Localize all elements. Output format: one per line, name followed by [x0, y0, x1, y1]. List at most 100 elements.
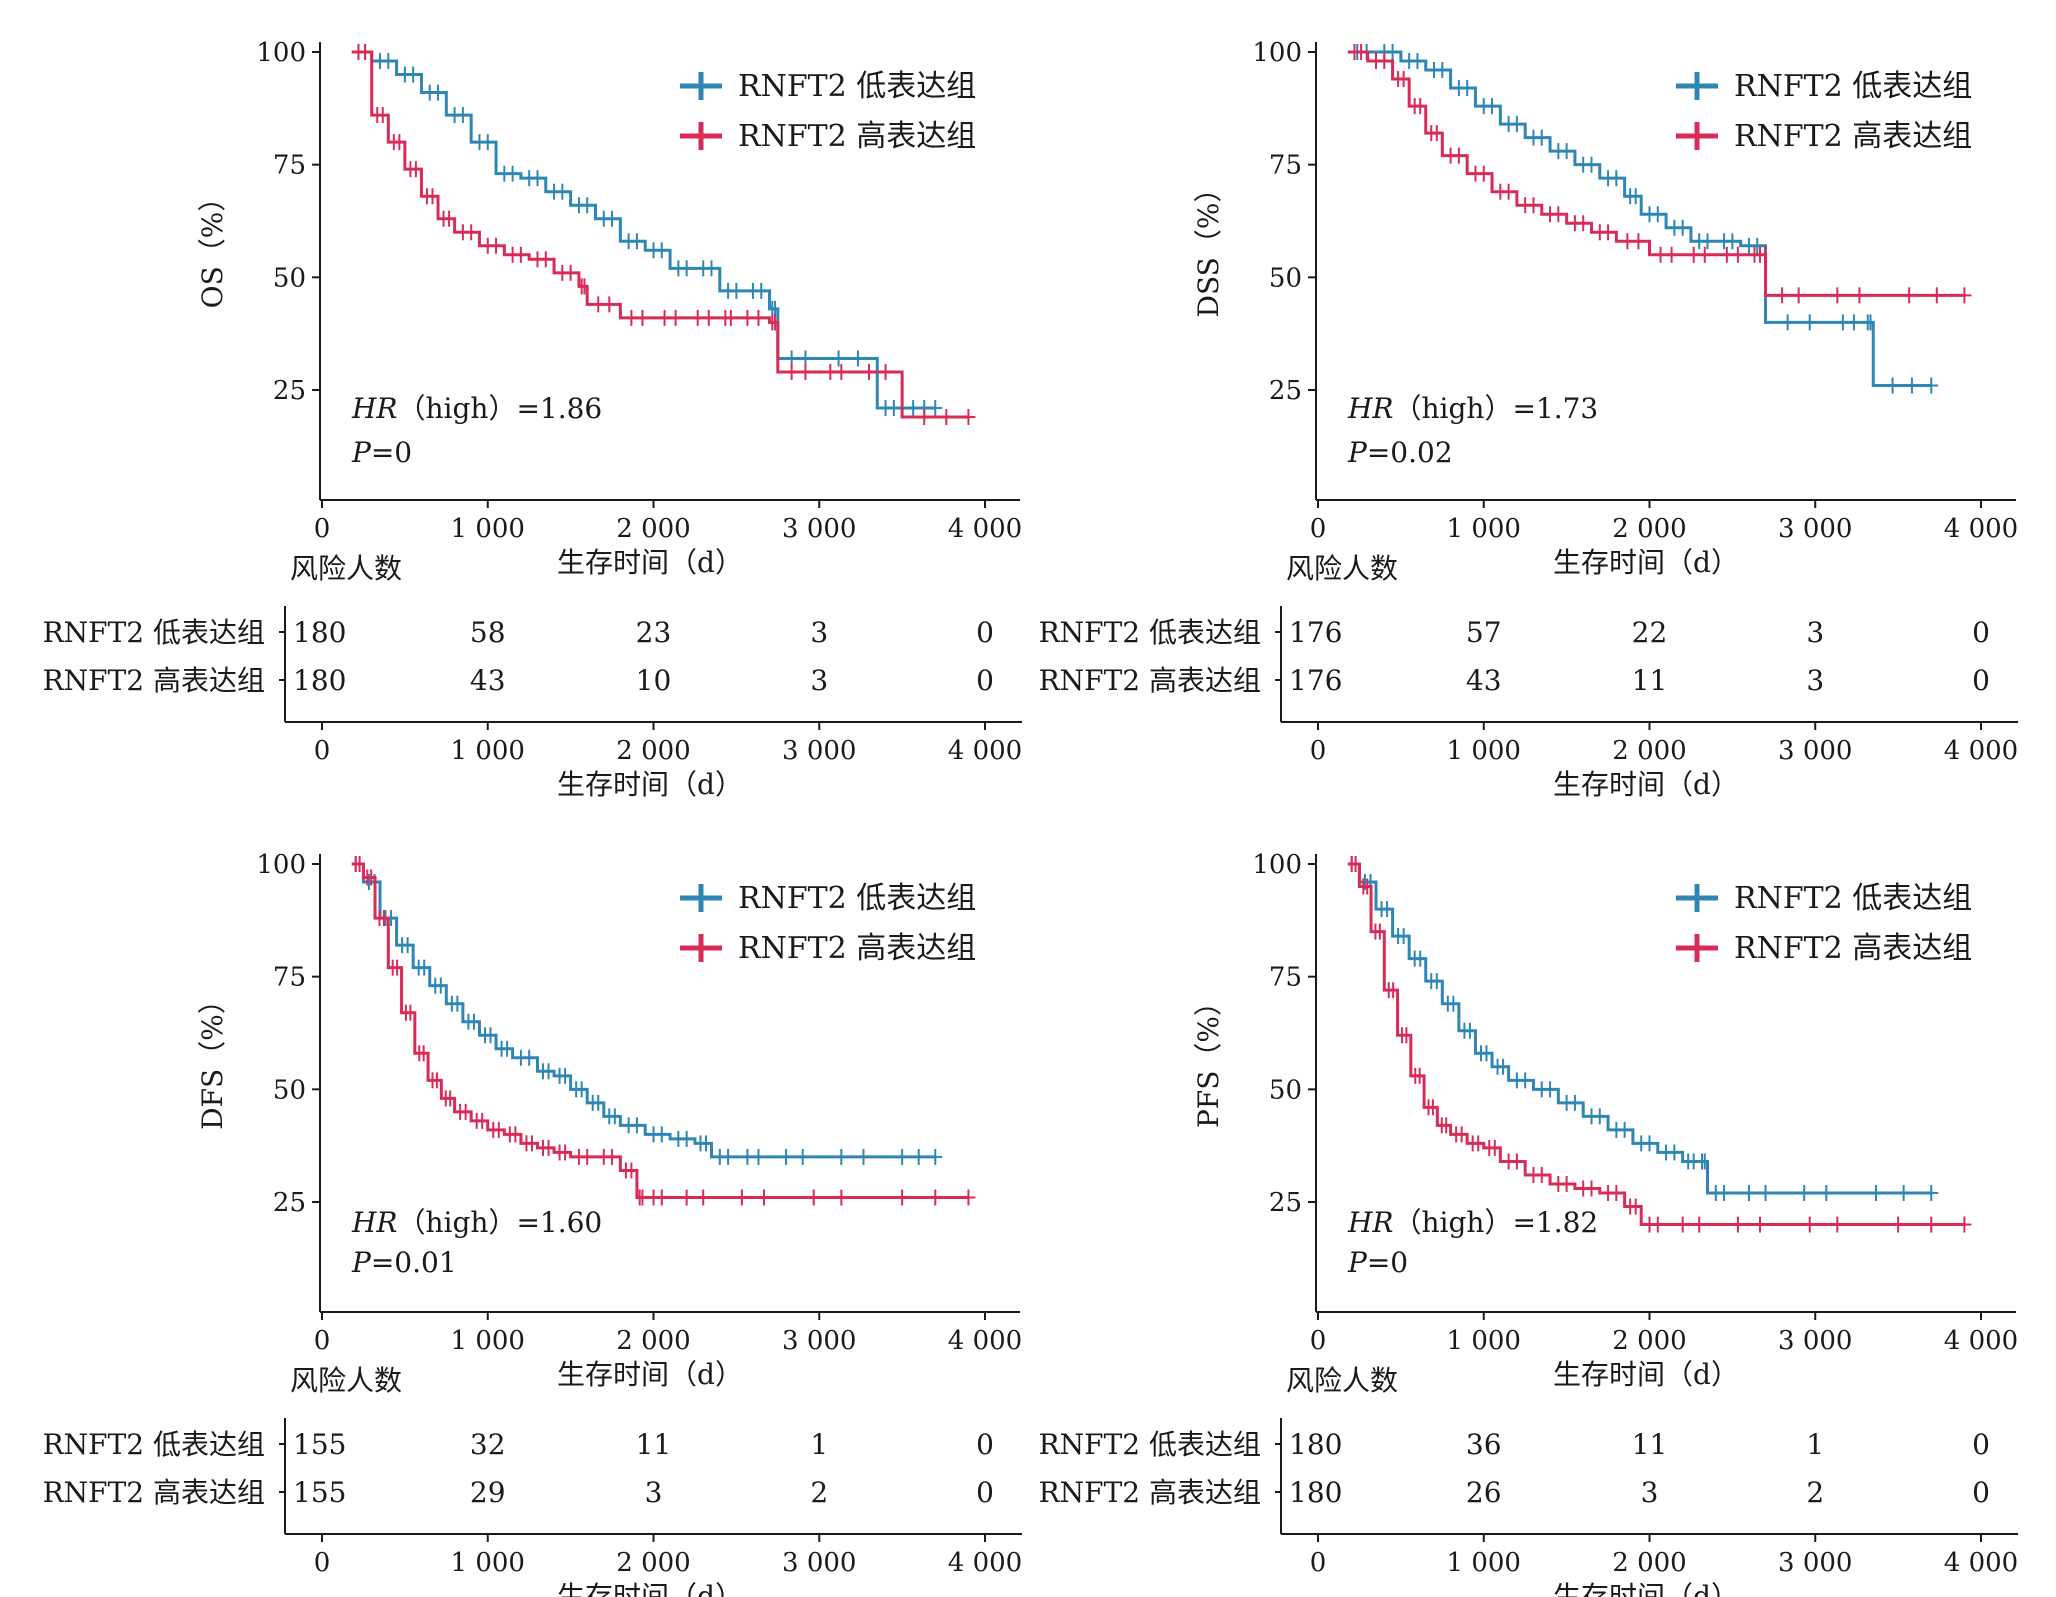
p-symbol: P: [1347, 436, 1368, 469]
x-tick-label: 4 000: [948, 514, 1022, 544]
risk-count-high: 180: [293, 664, 346, 697]
hr-annotation: HR（high）=1.82: [1347, 1206, 1598, 1239]
risk-count-high: 180: [1289, 1476, 1342, 1509]
survival-curve-high: [1347, 862, 1965, 1227]
risk-x-tick-label: 2 000: [1612, 1548, 1686, 1578]
risk-count-high: 3: [1641, 1476, 1659, 1509]
legend-label-high: RNFT2 高表达组: [738, 931, 976, 966]
y-tick-label: 25: [273, 376, 306, 406]
y-tick-label: 25: [1269, 376, 1302, 406]
hr-value: （high）=1.73: [1394, 392, 1599, 425]
y-tick-label: 50: [1269, 263, 1302, 293]
risk-x-tick-label: 1 000: [451, 1548, 525, 1578]
risk-x-tick-label: 2 000: [616, 736, 690, 766]
risk-count-low: 22: [1632, 616, 1668, 649]
survival-curve-low: [1347, 862, 1932, 1195]
x-tick-label: 0: [1310, 514, 1327, 544]
x-axis-title: 生存时间（d）: [557, 546, 743, 579]
risk-x-tick-label: 0: [314, 736, 331, 766]
x-tick-label: 1 000: [451, 1326, 525, 1356]
risk-count-high: 3: [645, 1476, 663, 1509]
risk-count-high: 3: [1806, 664, 1824, 697]
hr-value: （high）=1.86: [398, 392, 603, 425]
x-tick-label: 2 000: [616, 514, 690, 544]
p-symbol: P: [351, 1246, 372, 1279]
y-axis-title: DFS（%）: [196, 986, 229, 1130]
x-tick-label: 4 000: [1944, 1326, 2018, 1356]
risk-count-low: 11: [1632, 1428, 1668, 1461]
risk-table-title: 风险人数: [1286, 552, 1398, 585]
risk-count-low: 0: [1972, 1428, 1990, 1461]
hr-annotation: HR（high）=1.60: [351, 1206, 602, 1239]
risk-count-low: 180: [293, 616, 346, 649]
x-tick-label: 3 000: [1778, 1326, 1852, 1356]
risk-count-high: 43: [1466, 664, 1502, 697]
risk-count-high: 11: [1632, 664, 1668, 697]
survival-curve-low: [351, 862, 936, 1159]
risk-count-high: 29: [470, 1476, 506, 1509]
risk-count-high: 2: [1806, 1476, 1824, 1509]
y-tick-label: 50: [1269, 1075, 1302, 1105]
risk-x-tick-label: 1 000: [1447, 1548, 1521, 1578]
risk-table-title: 风险人数: [1286, 1364, 1398, 1397]
risk-count-low: 3: [1806, 616, 1824, 649]
hr-annotation: HR（high）=1.73: [1347, 392, 1598, 425]
risk-x-tick-label: 3 000: [782, 1548, 856, 1578]
p-annotation: P=0: [351, 436, 412, 469]
risk-row-label-low: RNFT2 低表达组: [1039, 1428, 1261, 1461]
risk-x-tick-label: 3 000: [1778, 1548, 1852, 1578]
y-tick-label: 50: [273, 1075, 306, 1105]
legend-label-high: RNFT2 高表达组: [1734, 931, 1972, 966]
p-annotation: P=0.01: [351, 1246, 457, 1279]
x-tick-label: 4 000: [948, 1326, 1022, 1356]
risk-x-axis-title: 生存时间（d）: [1553, 768, 1739, 801]
risk-count-low: 176: [1289, 616, 1342, 649]
legend-label-low: RNFT2 低表达组: [738, 69, 976, 104]
hr-value: （high）=1.82: [1394, 1206, 1599, 1239]
risk-count-high: 0: [976, 664, 994, 697]
risk-x-tick-label: 4 000: [1944, 736, 2018, 766]
risk-row-label-high: RNFT2 高表达组: [1039, 1476, 1261, 1509]
x-axis-title: 生存时间（d）: [1553, 546, 1739, 579]
risk-count-high: 3: [810, 664, 828, 697]
x-tick-label: 0: [314, 514, 331, 544]
p-annotation: P=0.02: [1347, 436, 1453, 469]
p-symbol: P: [351, 436, 372, 469]
risk-count-low: 23: [636, 616, 672, 649]
risk-x-tick-label: 0: [1310, 736, 1327, 766]
y-axis-title: DSS（%）: [1192, 175, 1225, 318]
risk-count-high: 26: [1466, 1476, 1502, 1509]
risk-x-tick-label: 0: [1310, 1548, 1327, 1578]
risk-count-high: 0: [1972, 1476, 1990, 1509]
risk-count-low: 36: [1466, 1428, 1502, 1461]
y-tick-label: 75: [273, 151, 306, 181]
hr-symbol: HR: [1347, 1206, 1394, 1239]
risk-x-axis-title: 生存时间（d）: [557, 1580, 743, 1597]
x-tick-label: 0: [1310, 1326, 1327, 1356]
x-tick-label: 1 000: [451, 514, 525, 544]
risk-x-tick-label: 3 000: [1778, 736, 1852, 766]
x-axis-title: 生存时间（d）: [557, 1358, 743, 1391]
legend-label-low: RNFT2 低表达组: [1734, 881, 1972, 916]
risk-count-high: 10: [636, 664, 672, 697]
p-value: =0: [1367, 1246, 1408, 1279]
x-tick-label: 2 000: [616, 1326, 690, 1356]
hr-value: （high）=1.60: [398, 1206, 603, 1239]
y-axis-title: OS（%）: [196, 184, 229, 309]
hr-symbol: HR: [1347, 392, 1394, 425]
y-tick-label: 100: [1252, 850, 1302, 880]
risk-count-high: 0: [1972, 664, 1990, 697]
x-tick-label: 2 000: [1612, 1326, 1686, 1356]
risk-x-tick-label: 4 000: [948, 1548, 1022, 1578]
risk-row-label-low: RNFT2 低表达组: [43, 616, 265, 649]
y-tick-label: 100: [256, 38, 306, 68]
risk-row-label-high: RNFT2 高表达组: [43, 664, 265, 697]
x-tick-label: 2 000: [1612, 514, 1686, 544]
p-value: =0: [371, 436, 412, 469]
y-tick-label: 75: [273, 963, 306, 993]
x-tick-label: 3 000: [782, 1326, 856, 1356]
risk-count-high: 2: [810, 1476, 828, 1509]
risk-count-low: 11: [636, 1428, 672, 1461]
